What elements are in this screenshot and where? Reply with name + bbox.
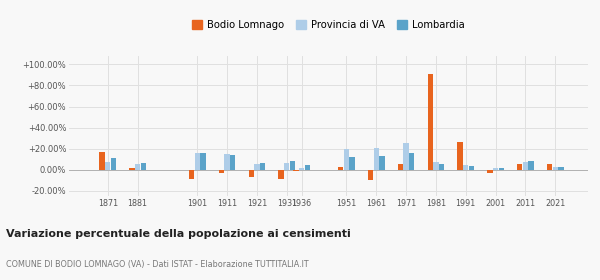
- Bar: [463, 165, 469, 170]
- Bar: [290, 161, 295, 170]
- Bar: [523, 162, 528, 170]
- Bar: [433, 162, 439, 170]
- Bar: [403, 143, 409, 170]
- Legend: Bodio Lomnago, Provincia di VA, Lombardia: Bodio Lomnago, Provincia di VA, Lombardi…: [188, 16, 469, 34]
- Bar: [248, 170, 254, 177]
- Bar: [230, 155, 235, 170]
- Bar: [553, 167, 558, 170]
- Bar: [558, 167, 563, 170]
- Bar: [469, 166, 474, 170]
- Bar: [374, 148, 379, 170]
- Bar: [299, 168, 304, 170]
- Bar: [487, 170, 493, 173]
- Bar: [260, 163, 265, 170]
- Bar: [219, 170, 224, 173]
- Bar: [428, 74, 433, 170]
- Bar: [529, 161, 534, 170]
- Bar: [194, 153, 200, 170]
- Bar: [398, 164, 403, 170]
- Bar: [439, 164, 444, 170]
- Bar: [284, 163, 289, 170]
- Bar: [105, 162, 110, 170]
- Bar: [293, 170, 299, 171]
- Bar: [111, 158, 116, 170]
- Bar: [278, 170, 284, 179]
- Bar: [254, 164, 260, 170]
- Bar: [140, 163, 146, 170]
- Bar: [344, 149, 349, 170]
- Bar: [305, 165, 310, 170]
- Bar: [200, 153, 206, 170]
- Bar: [349, 157, 355, 170]
- Text: Variazione percentuale della popolazione ai censimenti: Variazione percentuale della popolazione…: [6, 229, 351, 239]
- Bar: [517, 164, 523, 170]
- Bar: [135, 164, 140, 170]
- Bar: [129, 168, 134, 170]
- Bar: [368, 170, 373, 180]
- Bar: [189, 170, 194, 179]
- Bar: [100, 152, 105, 170]
- Bar: [493, 168, 498, 170]
- Bar: [547, 164, 552, 170]
- Bar: [379, 156, 385, 170]
- Bar: [409, 153, 415, 170]
- Bar: [338, 167, 343, 170]
- Text: COMUNE DI BODIO LOMNAGO (VA) - Dati ISTAT - Elaborazione TUTTITALIA.IT: COMUNE DI BODIO LOMNAGO (VA) - Dati ISTA…: [6, 260, 308, 269]
- Bar: [499, 168, 504, 170]
- Bar: [224, 154, 230, 170]
- Bar: [457, 142, 463, 170]
